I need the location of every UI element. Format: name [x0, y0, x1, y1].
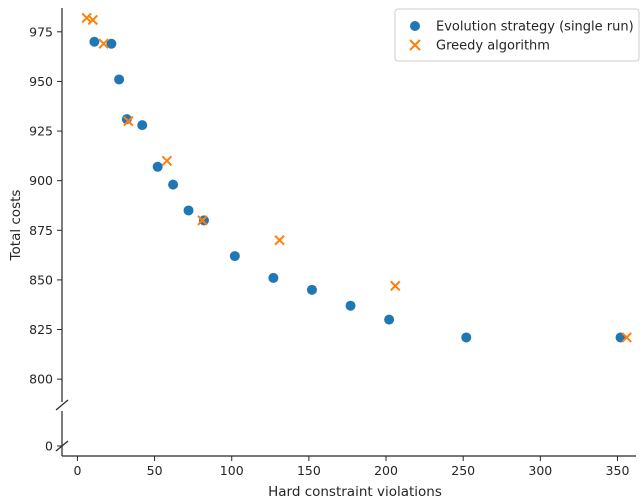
evolution-point: [306, 284, 317, 295]
evolution-point: [198, 215, 209, 226]
evolution-point: [461, 332, 472, 343]
greedy-point: [274, 235, 285, 246]
greedy-point: [197, 215, 208, 226]
x-tick-label: 100: [220, 463, 244, 478]
x-tick-label: 350: [606, 463, 630, 478]
data-marks: [81, 12, 632, 343]
evolution-point: [137, 120, 148, 131]
evolution-point: [106, 38, 117, 49]
greedy-point: [87, 14, 99, 26]
x-tick-label: 300: [528, 463, 552, 478]
legend: Evolution strategy (single run) Greedy a…: [394, 8, 640, 62]
evolution-point: [229, 251, 240, 262]
legend-label-evolution: Evolution strategy (single run): [436, 20, 634, 35]
y-axis-break-marker: [55, 399, 69, 411]
legend-marker-greedy: [409, 39, 421, 51]
y-tick-label: 0: [45, 439, 53, 454]
evolution-point: [168, 179, 179, 190]
evolution-point: [384, 314, 395, 325]
greedy-point: [621, 332, 632, 343]
y-tick-label: 825: [29, 322, 53, 337]
x-tick-label: 0: [73, 463, 81, 478]
x-tick-label: 150: [297, 463, 321, 478]
y-tick-label: 850: [29, 272, 53, 287]
axes: 0 50 100 150 200 250 300 350 800 825 850 875 900 925 9…: [29, 8, 636, 478]
y-tick-label: 975: [29, 24, 53, 39]
greedy-point: [98, 38, 109, 49]
x-tick-label: 50: [147, 463, 163, 478]
greedy-point: [81, 12, 92, 24]
x-tick-label: 250: [451, 463, 475, 478]
y-tick-label: 925: [29, 124, 53, 139]
evolution-point: [114, 74, 125, 85]
greedy-point: [161, 155, 173, 167]
legend-frame: [394, 8, 640, 62]
y-tick-label: 950: [29, 74, 53, 89]
legend-marker-evolution: [410, 21, 420, 31]
greedy-point: [390, 280, 401, 292]
y-tick-label: 900: [29, 173, 53, 188]
evolution-point: [268, 272, 279, 283]
evolution-point: [89, 36, 100, 47]
evolution-point: [183, 205, 194, 216]
evolution-point: [152, 161, 163, 172]
x-tick-label: 200: [374, 463, 398, 478]
y-axis-label: Total costs: [8, 190, 24, 262]
greedy-point: [123, 115, 134, 127]
evolution-point: [345, 300, 356, 311]
y-tick-label: 800: [29, 372, 53, 387]
y-tick-label: 875: [29, 223, 53, 238]
x-axis-label: Hard constraint violations: [268, 484, 442, 500]
legend-label-greedy: Greedy algorithm: [436, 39, 550, 54]
